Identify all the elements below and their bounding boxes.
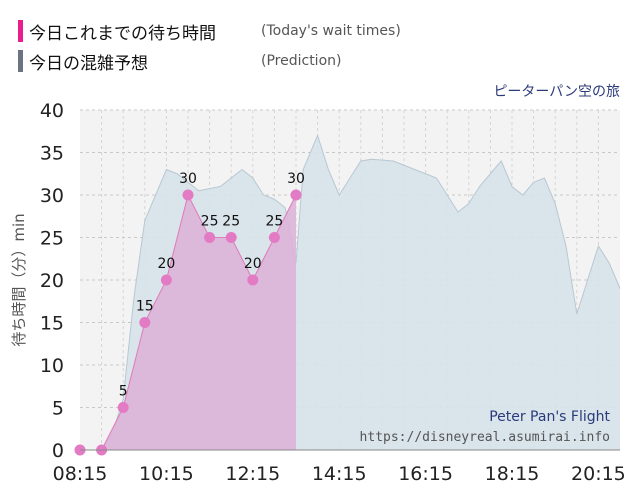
x-tick-label: 12:15 [225, 463, 280, 485]
data-label: 5 [119, 384, 128, 400]
data-label: 30 [287, 171, 305, 187]
x-tick-label: 20:15 [571, 463, 626, 485]
data-point [247, 274, 259, 286]
y-tick-label: 15 [40, 313, 64, 335]
y-tick-label: 25 [40, 228, 64, 250]
data-point [182, 189, 194, 201]
legend-label-actual-en: (Today's wait times) [261, 23, 401, 39]
data-point [268, 232, 280, 243]
data-label: 15 [136, 299, 154, 315]
x-tick-label: 08:15 [53, 463, 108, 485]
data-label: 20 [157, 256, 175, 272]
y-tick-label: 20 [40, 270, 64, 292]
data-point [160, 274, 172, 286]
y-tick-label: 0 [52, 440, 64, 462]
legend-label-prediction: 今日の混雑予想 [29, 53, 148, 74]
legend-label-actual: 今日これまでの待ち時間 [29, 23, 216, 44]
data-point [139, 317, 151, 328]
y-tick-label: 40 [40, 100, 64, 122]
data-label: 25 [222, 214, 240, 230]
chart-title: ピーターパン空の旅 [493, 84, 620, 100]
watermark-title: Peter Pan's Flight [489, 409, 610, 425]
y-tick-label: 35 [40, 143, 64, 165]
y-tick-label: 30 [40, 185, 64, 207]
data-point [290, 189, 302, 201]
x-tick-label: 14:15 [312, 463, 367, 485]
y-tick-label: 10 [40, 355, 64, 377]
data-label: 25 [201, 214, 219, 230]
data-point [204, 232, 216, 243]
legend-item-actual: 今日これまでの待ち時間 (Today's wait times) [18, 16, 401, 46]
legend: 今日これまでの待ち時間 (Today's wait times) 今日の混雑予想… [18, 16, 401, 76]
x-tick-label: 18:15 [485, 463, 540, 485]
x-tick-label: 16:15 [398, 463, 453, 485]
data-point [117, 402, 129, 413]
data-label: 25 [265, 214, 283, 230]
data-label: 30 [179, 171, 197, 187]
prediction-line [80, 134, 621, 451]
y-tick-label: 5 [52, 398, 64, 420]
data-point [225, 232, 237, 243]
x-tick-label: 10:15 [139, 463, 194, 485]
data-label: 20 [244, 256, 262, 272]
y-axis-label: 待ち時間（分）min [10, 213, 28, 346]
legend-swatch-prediction [18, 50, 23, 72]
legend-swatch-actual [18, 20, 23, 42]
legend-item-prediction: 今日の混雑予想 (Prediction) [18, 46, 401, 76]
watermark-url: https://disneyreal.asumirai.info [360, 430, 610, 445]
legend-label-prediction-en: (Prediction) [261, 53, 342, 69]
